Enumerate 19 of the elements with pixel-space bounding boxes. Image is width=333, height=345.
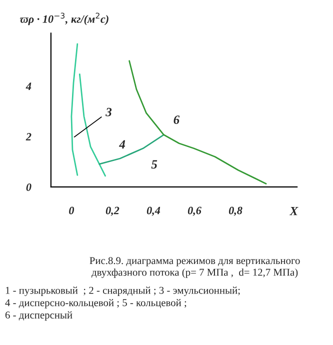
line-series — [128, 60, 267, 184]
annotation: 5 — [151, 160, 158, 169]
line-series — [70, 43, 78, 176]
x-tick-label: 0,8 — [228, 206, 242, 216]
x-axis-title: X — [289, 206, 298, 216]
annotation: 6 — [174, 116, 180, 124]
annotation: 3 — [106, 108, 112, 116]
y-axis-title: ϖρ · 10$^{−3}$, кг/(м$^{2}$с) — [20, 12, 108, 26]
x-tick-label: 0 — [69, 206, 74, 214]
text: Рис.8.9. диаграмма режимов для вертикального двухфазного потока (p= 7 МПа , d= 12,7 МПа) — [90, 257, 300, 278]
x-tick-label: 0,4 — [146, 206, 160, 216]
x-tick-label: 0,6 — [188, 206, 202, 216]
x-tick-label: 0,2 — [106, 206, 120, 216]
text: 1 - пузырьковый ; 2 - снарядный ; 3 - эмульсионный; 4 - дисперсно-кольцевой ; 5 - кольцевой ; 6 - дисперсный — [5, 286, 240, 321]
y-tick-label: 2 — [26, 133, 32, 140]
line-series — [78, 74, 106, 177]
annotation: 4 — [118, 140, 126, 148]
y-tick-label: 0 — [26, 183, 32, 191]
y-tick-label: 4 — [26, 82, 32, 90]
